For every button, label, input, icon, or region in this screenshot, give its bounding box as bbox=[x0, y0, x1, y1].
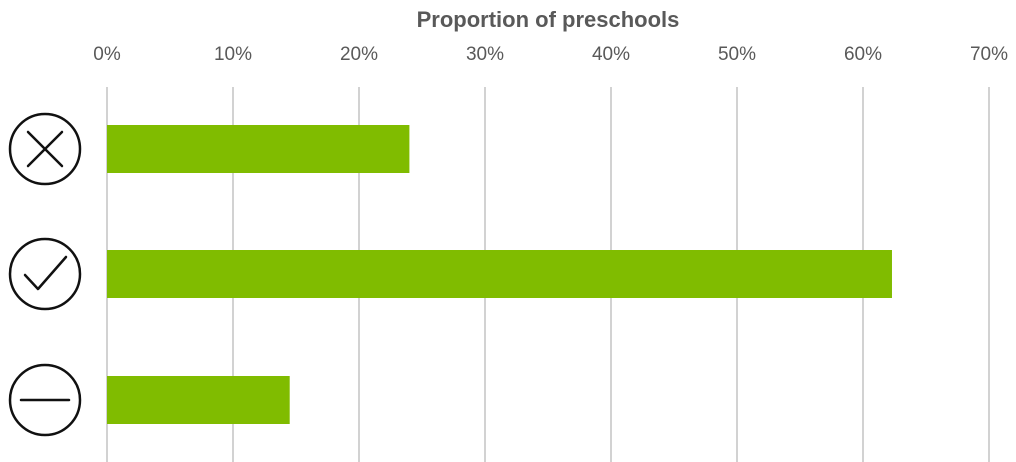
x-tick-label: 0% bbox=[93, 44, 121, 65]
x-tick-label: 50% bbox=[718, 44, 756, 65]
x-tick-label: 60% bbox=[844, 44, 882, 65]
minus-circle-icon bbox=[8, 363, 82, 437]
x-axis-title: Proportion of preschools bbox=[417, 7, 680, 32]
x-axis-tick-labels: 0% 10% 20% 30% 40% 50% 60% 70% bbox=[93, 44, 1008, 65]
check-circle-icon bbox=[8, 237, 82, 311]
bar bbox=[107, 376, 290, 424]
x-tick-label: 70% bbox=[970, 44, 1008, 65]
category-icons bbox=[8, 112, 82, 437]
x-tick-label: 30% bbox=[466, 44, 504, 65]
bar bbox=[107, 250, 892, 298]
x-tick-label: 40% bbox=[592, 44, 630, 65]
cross-circle-icon bbox=[8, 112, 82, 186]
bars bbox=[107, 125, 892, 424]
bar bbox=[107, 125, 410, 173]
x-tick-label: 20% bbox=[340, 44, 378, 65]
x-tick-label: 10% bbox=[214, 44, 252, 65]
